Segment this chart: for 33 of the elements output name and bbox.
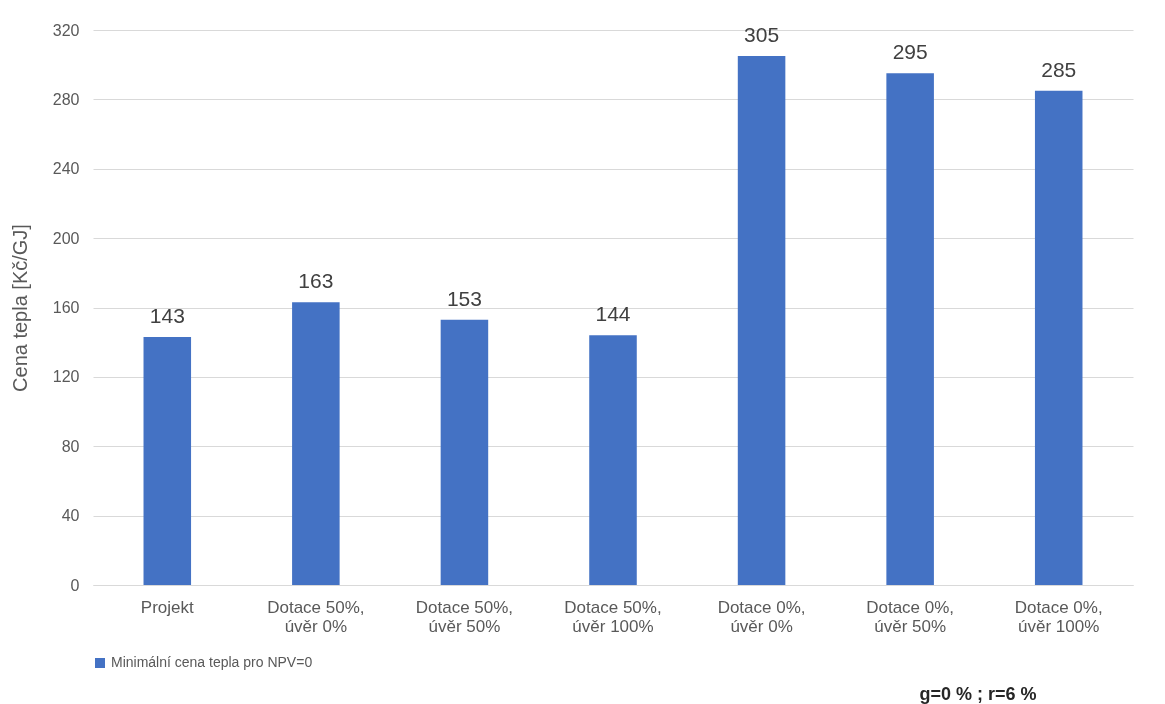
x-tick-label: Dotace 50%, úvěr 100% [564, 597, 662, 636]
y-tick-label: 40 [61, 507, 80, 525]
data-label: 153 [446, 286, 482, 310]
bar [886, 73, 934, 585]
bar [737, 56, 786, 585]
bar [1034, 90, 1083, 585]
x-tick-label: Projekt [140, 597, 195, 617]
y-axis-title: Cena tepla [Kč/GJ] [8, 224, 31, 392]
y-tick-label: 0 [70, 576, 80, 594]
y-tick-label: 200 [52, 229, 80, 247]
bar [143, 336, 192, 585]
y-tick-label: 120 [52, 368, 80, 386]
x-tick-label: Dotace 0%, úvěr 50% [866, 597, 955, 636]
data-label: 285 [1041, 57, 1077, 81]
x-tick-label: Dotace 50%, úvěr 0% [267, 597, 365, 636]
bar [440, 319, 489, 585]
bar [292, 302, 340, 585]
x-tick-label: Dotace 50%, úvěr 50% [415, 597, 514, 636]
data-label: 295 [892, 40, 928, 64]
legend-label: Minimální cena tepla pro NPV=0 [111, 654, 313, 670]
y-tick-label: 160 [52, 299, 80, 316]
y-tick-label: 320 [52, 21, 80, 39]
y-tick-label: 240 [52, 160, 80, 178]
data-label: 163 [298, 269, 334, 293]
data-label: 144 [595, 302, 631, 326]
y-tick-label: 280 [52, 90, 80, 108]
data-label: 143 [149, 303, 185, 327]
text: g=0 % ; r=6 % [919, 684, 1037, 704]
x-tick-label: Dotace 0%, úvěr 0% [717, 597, 806, 636]
data-label: 305 [744, 23, 780, 47]
bar [589, 335, 637, 585]
x-tick-label: Dotace 0%, úvěr 100% [1014, 597, 1103, 636]
y-tick-label: 80 [61, 437, 80, 455]
